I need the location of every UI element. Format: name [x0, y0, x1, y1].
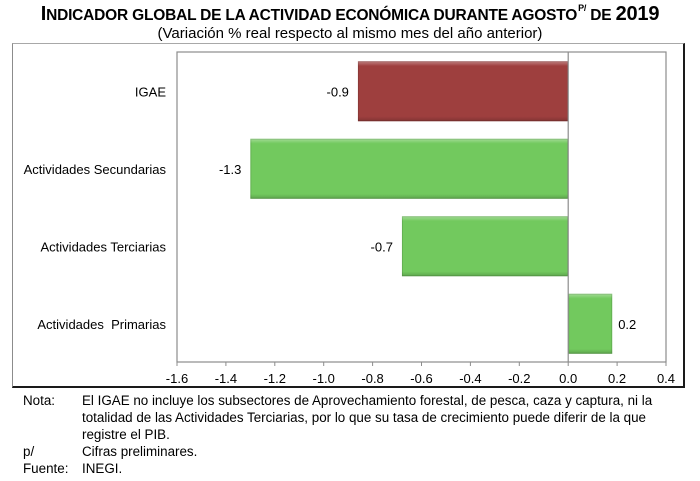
- data-labels: -0.9 -1.3 -0.7 0.2: [219, 84, 636, 332]
- bar-bevel: [568, 293, 613, 354]
- bars: [250, 61, 613, 354]
- footnotes: Nota: El IGAE no incluye los subsectores …: [23, 392, 692, 477]
- note-row: Nota: El IGAE no incluye los subsectores …: [23, 392, 692, 443]
- data-label: 0.2: [618, 317, 636, 332]
- bar-bevel: [357, 61, 569, 122]
- x-tick-label: -1.2: [264, 371, 286, 386]
- note-row: p/Cifras preliminares.: [23, 443, 692, 460]
- note-label: Nota:: [23, 393, 56, 408]
- bar-bevel: [401, 216, 569, 277]
- note-row: Fuente: INEGI.: [23, 460, 692, 477]
- category-label: IGAE: [135, 84, 166, 99]
- x-tick-label: -0.4: [459, 371, 481, 386]
- x-tick-label: -0.8: [361, 371, 383, 386]
- title-year: 2019: [615, 3, 660, 25]
- title-superscript: P/: [578, 3, 587, 13]
- category-label: Actividades Secundarias: [24, 162, 167, 177]
- note-text: Cifras preliminares.: [82, 444, 198, 459]
- note-label: p/: [23, 444, 35, 459]
- chart-frame: [12, 43, 685, 388]
- data-label: -1.3: [219, 162, 241, 177]
- note-text: INEGI.: [82, 461, 123, 476]
- bar-bevel: [250, 138, 569, 199]
- x-axis: -1.6 -1.4 -1.2 -1.0 -0.8 -0.6 -0.4 -0.2 0.0 0.2 0.…: [166, 362, 675, 386]
- data-label: -0.9: [327, 84, 349, 99]
- title-main: NDICADOR GLOBAL DE LA ACTIVIDAD ECONÓMIC…: [46, 7, 578, 24]
- chart-title: INDICADOR GLOBAL DE LA ACTIVIDAD ECONÓMI…: [0, 3, 700, 26]
- x-tick-label: -1.0: [312, 371, 334, 386]
- x-tick-label: -1.4: [215, 371, 237, 386]
- title-suffix: DE: [586, 7, 616, 24]
- x-tick-label: 0.0: [559, 371, 577, 386]
- category-labels: IGAE Actividades Secundarias Actividades T…: [24, 84, 167, 332]
- x-tick-label: -0.2: [508, 371, 530, 386]
- note-label: Fuente:: [23, 461, 69, 476]
- note-text: El IGAE no incluye los subsectores de Ap…: [82, 393, 653, 442]
- chart-subtitle: (Variación % real respecto al mismo mes …: [157, 25, 543, 42]
- category-label: Actividades Terciarias: [41, 239, 167, 254]
- x-tick-label: 0.4: [657, 371, 675, 386]
- category-label: Actividades Primarias: [37, 317, 166, 332]
- x-tick-label: -1.6: [166, 371, 188, 386]
- title-initial: I: [40, 3, 47, 25]
- x-tick-label: 0.2: [608, 371, 626, 386]
- data-label: -0.7: [371, 239, 393, 254]
- x-tick-label: -0.6: [410, 371, 432, 386]
